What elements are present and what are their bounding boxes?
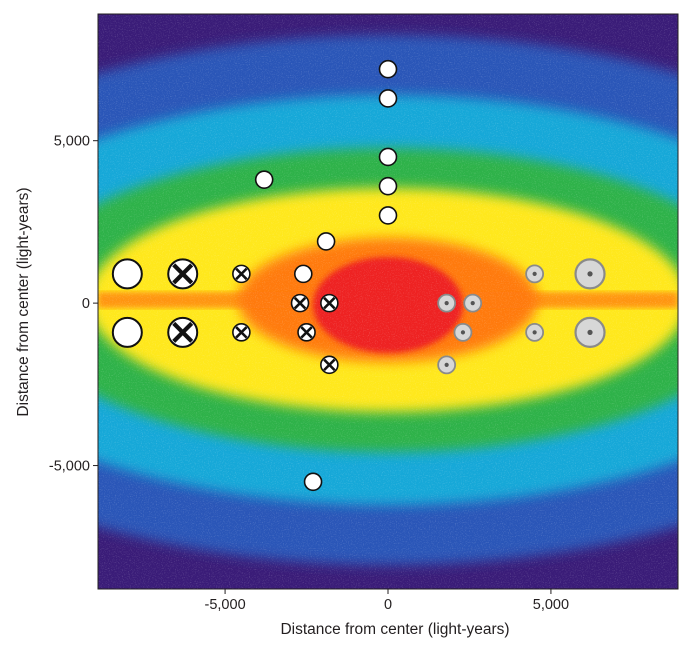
marker-cross [235, 267, 248, 281]
open-circle-marker [378, 147, 398, 167]
marker-cross [293, 296, 307, 310]
density-map [98, 14, 678, 589]
marker-dot [532, 330, 537, 335]
x-axis: -5,000 0 5,000 [205, 589, 569, 613]
marker-circle [378, 147, 398, 167]
dotted-circle-marker [463, 293, 483, 313]
open-circle-marker [378, 176, 398, 196]
open-circle-marker [378, 89, 398, 108]
marker-dot [470, 301, 475, 306]
marker-circle [378, 59, 398, 79]
marker-circle [378, 89, 398, 108]
y-axis: 5,000 0 -5,000 [49, 134, 98, 475]
dotted-circle-marker [437, 355, 457, 375]
marker-dot [444, 362, 449, 367]
marker-dot [532, 271, 537, 276]
y-tick-label: 5,000 [54, 134, 90, 150]
open-circle-marker [254, 170, 274, 189]
marker-cross [172, 321, 194, 343]
x-axis-title: Distance from center (light-years) [280, 621, 509, 638]
open-circle-marker [111, 258, 143, 290]
crossed-circle-marker [232, 323, 251, 342]
x-tick-label: 5,000 [533, 597, 569, 613]
dotted-circle-marker [574, 258, 606, 290]
y-tick-label: 0 [82, 296, 90, 312]
dotted-circle-marker [525, 322, 545, 342]
x-tick-label: 0 [384, 597, 392, 613]
marker-cross [235, 326, 248, 339]
star-noise [98, 14, 678, 589]
marker-cross [300, 326, 313, 339]
crossed-circle-marker [320, 355, 339, 375]
marker-circle [303, 472, 323, 492]
y-tick-label: -5,000 [49, 459, 90, 475]
marker-circle [254, 170, 274, 189]
marker-circle [293, 264, 313, 284]
marker-cross [172, 263, 194, 285]
marker-circle [378, 206, 398, 225]
crossed-circle-marker [232, 264, 251, 284]
crossed-circle-marker [320, 293, 339, 313]
open-circle-marker [293, 264, 313, 284]
y-axis-title: Distance from center (light-years) [15, 187, 32, 416]
dotted-circle-marker [453, 322, 473, 342]
dotted-circle-marker [574, 316, 606, 348]
crossed-circle-marker [297, 323, 316, 342]
crossed-circle-marker [167, 258, 199, 290]
marker-circle [378, 176, 398, 196]
markers [111, 59, 606, 492]
open-circle-marker [378, 206, 398, 225]
crossed-circle-marker [290, 293, 310, 313]
dotted-circle-marker [525, 264, 545, 284]
marker-circle [111, 258, 143, 290]
marker-dot [587, 329, 593, 335]
marker-dot [587, 271, 593, 277]
marker-circle [111, 316, 143, 348]
open-circle-marker [111, 316, 143, 348]
marker-dot [444, 301, 449, 306]
marker-cross [323, 358, 336, 372]
open-circle-marker [316, 232, 336, 251]
crossed-circle-marker [167, 316, 199, 348]
open-circle-marker [378, 59, 398, 79]
open-circle-marker [303, 472, 323, 492]
marker-cross [323, 296, 336, 310]
x-tick-label: -5,000 [205, 597, 246, 613]
marker-dot [460, 330, 466, 335]
marker-circle [316, 232, 336, 251]
dotted-circle-marker [437, 293, 457, 313]
